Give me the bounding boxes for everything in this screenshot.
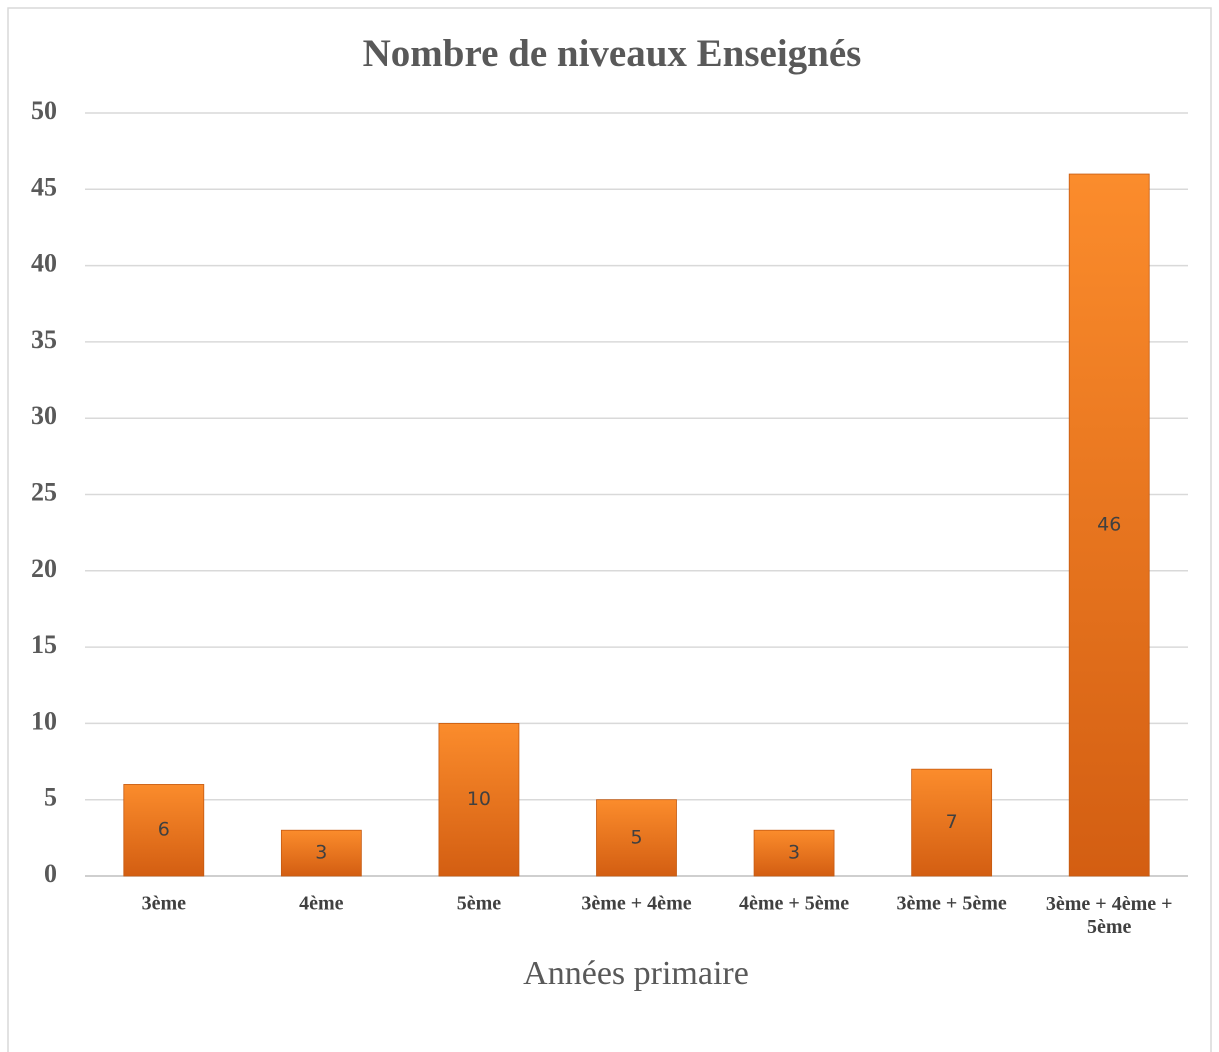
chart-border xyxy=(7,7,1212,1052)
x-tick-label: 4ème xyxy=(299,893,344,915)
x-tick-label: 4ème + 5ème xyxy=(739,893,849,915)
data-label: 46 xyxy=(1097,514,1121,536)
y-tick-label: 30 xyxy=(31,401,57,430)
x-axis-title: Années primaire xyxy=(523,955,749,992)
data-label: 10 xyxy=(467,788,491,810)
x-tick-label: 3ème xyxy=(142,893,187,915)
x-tick-label: 3ème + 4ème xyxy=(581,893,691,915)
chart-title: Nombre de niveaux Enseignés xyxy=(363,32,862,75)
x-tick-label: 5ème xyxy=(457,893,502,915)
data-label: 3 xyxy=(315,842,327,864)
y-tick-label: 45 xyxy=(31,172,57,201)
bar xyxy=(1068,173,1150,877)
data-label: 7 xyxy=(946,811,958,833)
bar xyxy=(911,768,993,877)
y-tick-label: 0 xyxy=(44,859,57,888)
x-tick-label: 3ème + 5ème xyxy=(897,893,1007,915)
y-tick-label: 10 xyxy=(31,706,57,735)
y-tick-label: 5 xyxy=(44,783,57,812)
bar xyxy=(123,784,205,877)
y-tick-label: 40 xyxy=(31,249,57,278)
y-tick-label: 35 xyxy=(31,325,57,354)
bar xyxy=(596,799,677,877)
bar xyxy=(280,829,362,877)
y-tick-label: 20 xyxy=(31,554,57,583)
y-tick-label: 15 xyxy=(31,630,57,659)
data-label: 3 xyxy=(788,842,800,864)
x-tick-label: 3ème + 4ème +5ème xyxy=(1046,893,1173,938)
y-tick-label: 50 xyxy=(31,96,57,125)
bar xyxy=(438,723,520,877)
data-label: 6 xyxy=(158,819,170,841)
data-label: 5 xyxy=(630,826,642,848)
y-tick-label: 25 xyxy=(31,477,57,506)
bar xyxy=(753,829,835,877)
